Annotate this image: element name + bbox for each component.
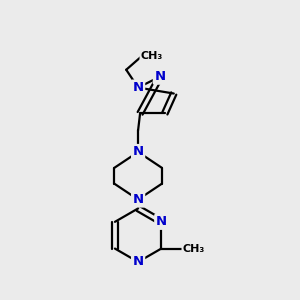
Text: CH₃: CH₃ bbox=[141, 51, 163, 61]
Text: N: N bbox=[133, 81, 144, 94]
Text: CH₃: CH₃ bbox=[183, 244, 205, 254]
Text: N: N bbox=[133, 256, 144, 268]
Text: N: N bbox=[133, 193, 144, 206]
Text: N: N bbox=[154, 70, 166, 83]
Text: N: N bbox=[133, 146, 144, 158]
Text: N: N bbox=[156, 215, 167, 228]
